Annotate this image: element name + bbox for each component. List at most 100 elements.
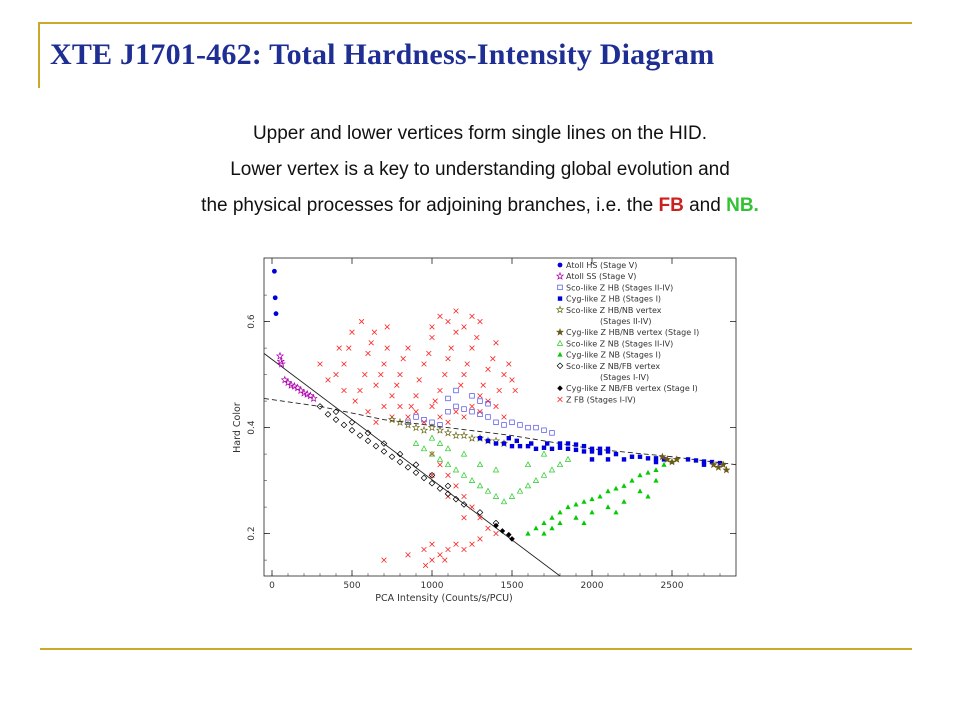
data-point bbox=[477, 411, 483, 418]
data-point bbox=[565, 441, 571, 446]
data-point bbox=[589, 457, 595, 462]
data-point bbox=[637, 454, 643, 459]
data-point bbox=[722, 465, 731, 474]
data-point bbox=[645, 456, 651, 461]
data-point bbox=[637, 488, 643, 494]
data-point bbox=[403, 420, 413, 429]
data-point bbox=[364, 437, 372, 445]
data-point bbox=[545, 441, 550, 446]
data-point bbox=[453, 403, 459, 410]
data-point bbox=[459, 431, 469, 440]
data-point bbox=[388, 453, 396, 461]
data-point bbox=[412, 439, 420, 446]
data-point bbox=[645, 493, 651, 499]
data-point bbox=[717, 460, 723, 466]
data-point bbox=[719, 460, 728, 469]
data-point bbox=[469, 345, 475, 351]
data-point bbox=[445, 409, 451, 415]
data-point bbox=[501, 422, 507, 428]
data-point bbox=[685, 457, 691, 462]
data-point bbox=[485, 414, 491, 420]
data-point bbox=[613, 485, 619, 491]
data-point bbox=[444, 482, 452, 490]
data-point bbox=[549, 446, 555, 451]
data-point bbox=[476, 461, 484, 468]
data-point bbox=[493, 403, 499, 410]
series-1 bbox=[275, 351, 318, 402]
data-point bbox=[397, 371, 403, 378]
data-point bbox=[468, 477, 476, 483]
data-point bbox=[436, 455, 444, 462]
data-point bbox=[445, 419, 451, 425]
data-point bbox=[629, 454, 635, 459]
data-point bbox=[541, 530, 547, 536]
body-line-3: the physical processes for adjoining bra… bbox=[0, 188, 960, 224]
data-point bbox=[668, 457, 676, 466]
data-point bbox=[373, 382, 379, 388]
data-point bbox=[428, 434, 436, 441]
data-point bbox=[445, 356, 451, 362]
data-point bbox=[533, 424, 539, 431]
data-point bbox=[484, 487, 492, 494]
data-point bbox=[549, 514, 555, 520]
data-point bbox=[404, 464, 412, 471]
data-point bbox=[405, 552, 411, 558]
data-point bbox=[501, 414, 507, 420]
y-axis: 0.2 0.4 0.6 bbox=[247, 294, 736, 561]
data-point bbox=[412, 461, 420, 468]
data-point bbox=[493, 522, 499, 529]
data-point bbox=[356, 432, 364, 439]
data-point bbox=[427, 423, 437, 432]
data-point bbox=[549, 525, 555, 531]
data-point bbox=[437, 387, 443, 394]
data-point bbox=[653, 456, 659, 461]
data-point bbox=[461, 493, 467, 500]
data-point bbox=[316, 403, 324, 410]
legend-marker bbox=[557, 385, 563, 391]
data-point bbox=[541, 520, 547, 525]
data-point bbox=[362, 371, 368, 378]
data-point bbox=[444, 461, 452, 468]
data-point bbox=[358, 318, 365, 325]
data-point bbox=[332, 416, 340, 423]
data-point bbox=[432, 398, 438, 404]
data-point bbox=[573, 447, 579, 453]
data-point bbox=[380, 448, 388, 455]
data-point bbox=[477, 398, 483, 404]
data-point bbox=[444, 445, 452, 452]
data-point bbox=[442, 557, 448, 563]
nb-label: NB bbox=[726, 195, 754, 216]
data-point bbox=[443, 428, 453, 437]
data-point bbox=[445, 318, 451, 325]
data-point bbox=[364, 429, 372, 437]
data-point bbox=[506, 531, 512, 538]
data-point bbox=[428, 479, 436, 487]
data-point bbox=[621, 483, 627, 488]
legend-marker bbox=[557, 351, 563, 357]
data-point bbox=[349, 329, 355, 335]
data-point bbox=[581, 520, 587, 525]
data-point bbox=[272, 268, 277, 274]
data-point bbox=[474, 334, 480, 341]
data-point bbox=[509, 419, 515, 425]
data-point bbox=[365, 350, 371, 357]
data-point bbox=[453, 308, 459, 314]
data-point bbox=[605, 449, 611, 454]
data-point bbox=[540, 471, 548, 478]
y-axis-label: Hard Color bbox=[232, 402, 243, 453]
data-point bbox=[411, 423, 421, 432]
data-point bbox=[658, 452, 667, 461]
legend-label: Sco-like Z NB/FB vertex bbox=[566, 362, 660, 371]
legend-marker bbox=[556, 362, 564, 370]
plot-area bbox=[264, 268, 736, 576]
legend-marker bbox=[555, 305, 565, 314]
data-point bbox=[672, 455, 681, 463]
legend-marker bbox=[557, 284, 563, 291]
data-point bbox=[714, 463, 723, 471]
data-point bbox=[477, 515, 483, 521]
y-tick-label: 0.4 bbox=[247, 420, 257, 435]
data-point bbox=[476, 509, 484, 516]
series-8 bbox=[316, 403, 500, 527]
data-point bbox=[429, 403, 435, 410]
data-point bbox=[290, 381, 299, 390]
